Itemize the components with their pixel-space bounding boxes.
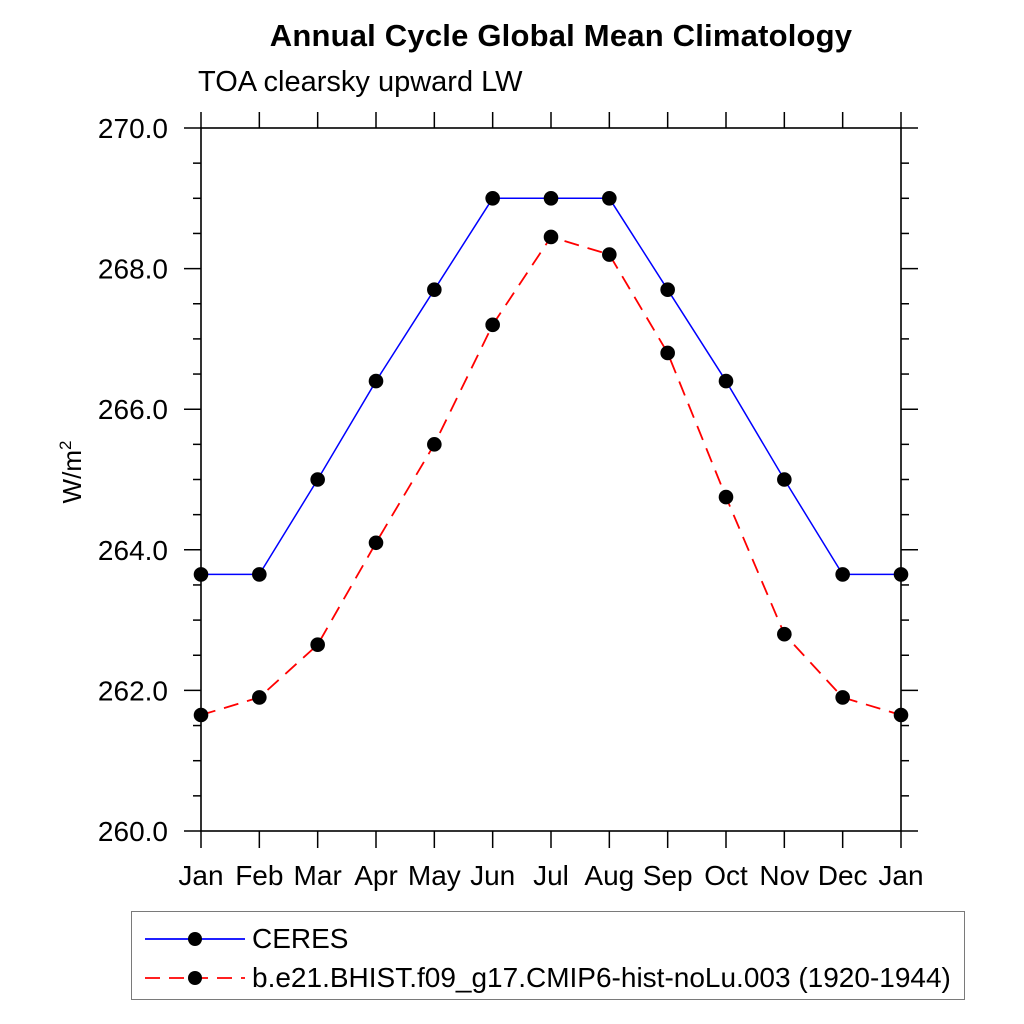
data-point (368, 535, 384, 551)
legend-box: CERES b.e21.BHIST.f09_g17.CMIP6-hist-noL… (131, 911, 965, 1000)
x-tick-label: Feb (235, 860, 283, 891)
legend-line-sample-model (145, 970, 245, 985)
data-point (543, 229, 559, 245)
x-tick-label: Mar (294, 860, 342, 891)
data-point (893, 707, 909, 723)
data-point (427, 437, 442, 452)
data-point (602, 191, 617, 206)
y-tick-label: 264.0 (98, 535, 168, 566)
x-tick-label: Nov (759, 860, 809, 891)
legend-item-ceres: CERES (139, 919, 964, 958)
x-tick-label: Jan (178, 860, 223, 891)
series-line-0 (201, 197, 901, 576)
x-tick-label: Jan (878, 860, 923, 891)
x-tick-label: Apr (354, 860, 398, 891)
legend-sample-marker (188, 931, 202, 946)
y-tick-label: 266.0 (98, 394, 168, 425)
data-point (777, 626, 792, 642)
data-point (427, 282, 442, 297)
x-tick-label: Oct (704, 860, 748, 891)
chart-title: Annual Cycle Global Mean Climatology (269, 18, 853, 53)
data-point (660, 282, 675, 297)
data-point (718, 489, 734, 505)
data-point (777, 472, 792, 487)
y-tick-label: 270.0 (98, 113, 168, 144)
chart-subtitle: TOA clearsky upward LW (198, 66, 523, 98)
data-point (193, 707, 209, 723)
data-point (835, 690, 850, 705)
legend-item-model: b.e21.BHIST.f09_g17.CMIP6-hist-noLu.003 … (139, 958, 964, 997)
x-tick-label: Jul (533, 860, 569, 891)
data-point (485, 191, 500, 206)
data-point (602, 247, 617, 262)
data-point (310, 637, 325, 653)
data-point (252, 690, 267, 705)
data-point (193, 567, 209, 582)
x-tick-label: May (408, 860, 461, 891)
x-tick-label: Aug (584, 860, 634, 891)
data-point (368, 373, 384, 389)
series-line-1 (200, 235, 902, 716)
x-tick-label: Dec (818, 860, 868, 891)
data-point (485, 317, 500, 333)
data-point (310, 472, 325, 487)
x-tick-label: Sep (643, 860, 693, 891)
data-point (252, 567, 267, 582)
y-tick-label: 268.0 (98, 254, 168, 285)
y-tick-label: 260.0 (98, 816, 168, 847)
data-point (718, 373, 734, 389)
legend-line-sample-ceres (145, 931, 245, 946)
data-point (893, 567, 909, 582)
y-tick-label: 262.0 (98, 675, 168, 706)
data-point (835, 567, 850, 582)
data-point (660, 345, 675, 361)
legend-label-ceres: CERES (252, 922, 349, 954)
legend-sample-marker (188, 970, 202, 985)
x-tick-label: Jun (470, 860, 515, 891)
legend-label-model: b.e21.BHIST.f09_g17.CMIP6-hist-noLu.003 … (252, 961, 951, 993)
data-point (543, 191, 559, 206)
